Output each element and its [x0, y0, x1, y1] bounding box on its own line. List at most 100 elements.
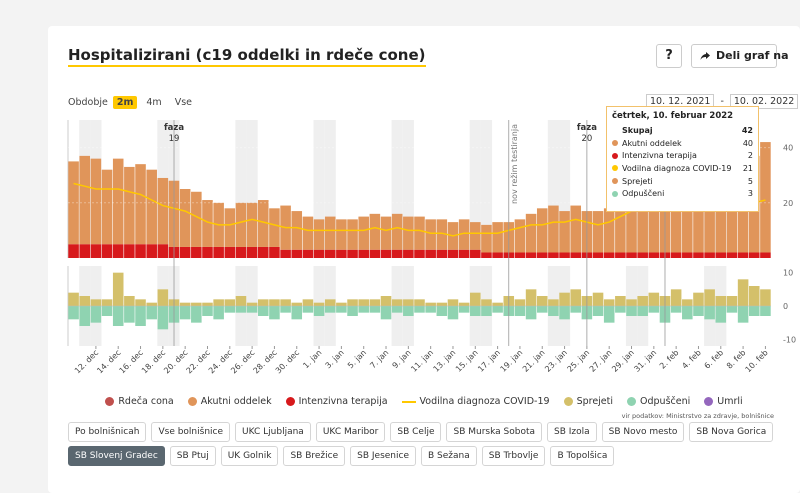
- bar-sprejeti: [146, 302, 157, 306]
- date-to-input[interactable]: 10. 02. 2022: [729, 94, 799, 109]
- period-all-button[interactable]: Vse: [174, 97, 192, 108]
- bar-akutni: [146, 169, 157, 245]
- bar-akutni: [715, 175, 727, 253]
- akutni-dot-icon: [612, 140, 618, 147]
- filter-button[interactable]: SB Trbovlje: [481, 446, 546, 466]
- x-tick-label: 11. jan: [409, 348, 435, 374]
- bar-akutni: [559, 211, 570, 253]
- bar-akutni: [302, 216, 314, 250]
- bar-intenzivna: [447, 249, 459, 258]
- filter-button[interactable]: SB Novo mesto: [601, 422, 685, 442]
- legend-rdeca-cona[interactable]: Rdeča cona: [105, 396, 174, 407]
- bar-sprejeti: [693, 292, 704, 306]
- bar-odpusceni: [682, 306, 693, 320]
- bar-sprejeti: [112, 272, 124, 306]
- annotation-label: faza: [577, 123, 597, 133]
- bar-sprejeti: [414, 299, 425, 306]
- filter-button[interactable]: UKC Maribor: [315, 422, 386, 442]
- bar-intenzivna: [648, 252, 660, 258]
- legend-sprejeti[interactable]: Sprejeti: [563, 396, 613, 407]
- filter-button[interactable]: UK Golnik: [220, 446, 279, 466]
- bar-sprejeti: [425, 302, 436, 306]
- bar-sprejeti: [436, 302, 448, 306]
- bar-odpusceni: [213, 306, 224, 320]
- chart-legend: Rdeča cona Akutni oddelek Intenzivna ter…: [48, 396, 800, 407]
- annotation-label: 19: [169, 134, 180, 144]
- data-source: vir podatkov: Ministrstvo za zdravje, bo…: [621, 412, 774, 420]
- filter-button[interactable]: UKC Ljubljana: [235, 422, 311, 442]
- annotation-label: nov režim testiranja: [510, 124, 519, 204]
- bar-intenzivna: [291, 249, 303, 258]
- bar-odpusceni: [146, 306, 157, 320]
- bar-sprejeti: [224, 299, 236, 306]
- weekend-band: [313, 120, 325, 258]
- sprejeti-dot-icon: [563, 397, 573, 406]
- bar-odpusceni: [559, 306, 570, 320]
- x-tick-label: 23. jan: [543, 348, 569, 374]
- bar-intenzivna: [760, 252, 771, 258]
- legend-odpusceni[interactable]: Odpuščeni: [627, 396, 690, 407]
- bar-akutni: [101, 169, 113, 245]
- x-tick-label: 4. feb: [680, 348, 703, 371]
- share-button[interactable]: Deli graf na: [691, 44, 789, 68]
- legend-vodilna[interactable]: Vodilna diagnoza COVID-19: [401, 396, 550, 407]
- bar-sprejeti: [324, 299, 336, 306]
- y-tick-label: -10: [783, 335, 796, 344]
- filter-button[interactable]: SB Nova Gorica: [689, 422, 774, 442]
- bar-akutni: [492, 222, 503, 253]
- bar-intenzivna: [191, 246, 202, 258]
- filter-button[interactable]: SB Ptuj: [169, 446, 216, 466]
- bar-odpusceni: [615, 306, 626, 313]
- bar-akutni: [269, 208, 280, 247]
- bar-intenzivna: [626, 252, 637, 258]
- bar-odpusceni: [670, 306, 682, 313]
- bar-odpusceni: [726, 306, 738, 313]
- legend-umrli[interactable]: Umrli: [704, 396, 743, 407]
- bar-sprejeti: [715, 296, 727, 306]
- bar-odpusceni: [414, 306, 425, 313]
- bar-sprejeti: [525, 289, 537, 306]
- legend-intenzivna[interactable]: Intenzivna terapija: [285, 396, 388, 407]
- date-range-separator: -: [720, 96, 724, 107]
- vodilna-dot-icon: [612, 165, 618, 172]
- bar-akutni: [235, 202, 247, 247]
- filter-button[interactable]: SB Murska Sobota: [446, 422, 543, 442]
- bar-odpusceni: [425, 306, 436, 313]
- weekend-band: [480, 120, 493, 258]
- filter-button[interactable]: SB Slovenj Gradec: [68, 446, 165, 466]
- bar-intenzivna: [637, 252, 648, 258]
- x-tick-label: 10. feb: [744, 348, 770, 374]
- bar-sprejeti: [592, 292, 604, 306]
- bar-odpusceni: [492, 306, 503, 313]
- period-2m-button[interactable]: 2m: [112, 96, 138, 109]
- filter-button[interactable]: SB Jesenice: [350, 446, 416, 466]
- filter-button[interactable]: B Sežana: [421, 446, 477, 466]
- bar-akutni: [470, 222, 481, 250]
- filter-button[interactable]: Vse bolnišnice: [151, 422, 231, 442]
- help-button[interactable]: ?: [656, 44, 682, 68]
- bar-odpusceni: [603, 306, 615, 323]
- bar-sprejeti: [492, 302, 503, 306]
- filter-button[interactable]: B Topolšica: [550, 446, 615, 466]
- filter-button[interactable]: SB Brežice: [283, 446, 346, 466]
- bar-odpusceni: [447, 306, 459, 320]
- umrli-dot-icon: [704, 397, 714, 406]
- bar-akutni: [380, 216, 392, 250]
- bar-akutni: [90, 158, 102, 245]
- bar-intenzivna: [224, 246, 236, 258]
- period-4m-button[interactable]: 4m: [146, 97, 162, 108]
- legend-akutni[interactable]: Akutni oddelek: [187, 396, 272, 407]
- bar-odpusceni: [403, 306, 414, 316]
- bar-sprejeti: [626, 299, 637, 306]
- bar-intenzivna: [124, 244, 135, 258]
- filter-button[interactable]: SB Izola: [547, 422, 597, 442]
- bar-sprejeti: [536, 296, 548, 306]
- bar-odpusceni: [548, 306, 559, 316]
- bar-intenzivna: [269, 246, 280, 258]
- bar-odpusceni: [101, 306, 113, 316]
- filter-button[interactable]: SB Celje: [390, 422, 442, 442]
- bar-intenzivna: [693, 252, 704, 258]
- tooltip-row-total: Skupaj 42: [622, 125, 753, 135]
- filter-button[interactable]: Po bolnišnicah: [68, 422, 147, 442]
